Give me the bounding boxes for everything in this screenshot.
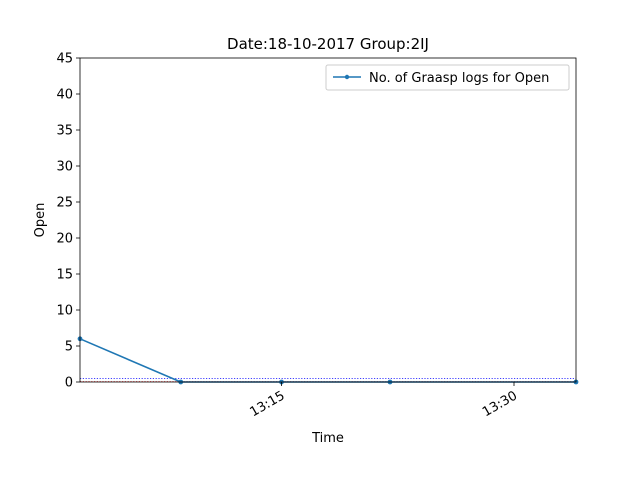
- plot-area: 0 5 10 15 20 25 30 35 40 45 13:15 13:30: [56, 52, 579, 420]
- legend-point-marker: [344, 74, 350, 80]
- legend-box: [325, 64, 570, 91]
- y-tick-label: 40: [56, 88, 73, 103]
- x-tick-label: 13:15: [248, 388, 288, 420]
- axes-frame: [79, 57, 577, 383]
- y-tick-label: 25: [56, 196, 73, 211]
- legend-entry: No. of Graasp logs for Open: [369, 71, 549, 86]
- x-tick-label: 13:30: [480, 388, 520, 420]
- y-tick-label: 5: [65, 340, 73, 355]
- chart-title: Date:18-10-2017 Group:2IJ: [227, 35, 429, 53]
- series-line: [79, 338, 576, 383]
- y-tick-label: 45: [56, 52, 73, 67]
- y-axis-label: Open: [33, 203, 48, 238]
- y-tick-label: 30: [56, 160, 73, 175]
- y-tick-label: 15: [56, 268, 73, 283]
- y-tick-label: 20: [56, 232, 73, 247]
- y-tick-label: 0: [65, 376, 73, 391]
- legend: No. of Graasp logs for Open: [325, 64, 570, 91]
- x-axis-label: Time: [311, 431, 344, 446]
- y-tick-label: 10: [56, 304, 73, 319]
- y-tick-label: 35: [56, 124, 73, 139]
